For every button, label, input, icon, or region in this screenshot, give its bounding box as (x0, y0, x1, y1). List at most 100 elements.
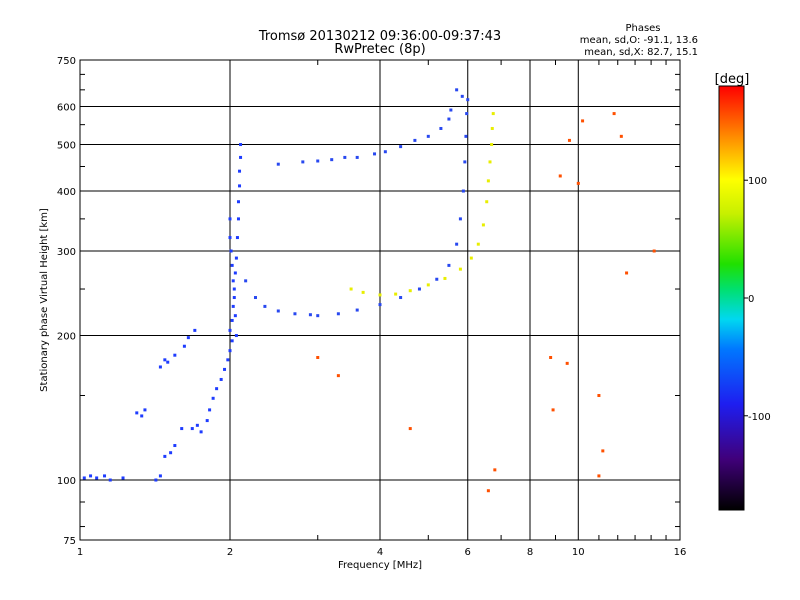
data-point (182, 344, 186, 348)
data-point (652, 249, 656, 253)
data-point (135, 411, 139, 415)
points-layer (82, 88, 656, 493)
data-point (476, 242, 480, 246)
data-point (455, 242, 459, 246)
data-point (180, 427, 184, 431)
data-point (301, 160, 305, 164)
y-tick-label: 200 (57, 332, 76, 343)
data-point (465, 112, 469, 116)
data-point (576, 181, 580, 185)
data-point (316, 355, 320, 359)
data-point (417, 287, 421, 291)
data-point (82, 476, 86, 480)
data-point (108, 478, 112, 482)
data-point (238, 184, 242, 188)
data-point (619, 134, 623, 138)
data-point (355, 155, 359, 159)
data-point (199, 430, 203, 434)
data-point (464, 134, 468, 138)
data-point (140, 414, 144, 418)
y-tick-label: 75 (63, 536, 76, 547)
phases-x-stats: mean, sd,X: 82.7, 15.1 (584, 47, 698, 58)
data-point (234, 334, 238, 338)
colorbar (718, 85, 745, 511)
data-point (343, 155, 347, 159)
data-point (276, 309, 280, 313)
data-point (230, 318, 234, 322)
data-point (233, 314, 237, 318)
data-point (361, 290, 365, 294)
data-point (413, 138, 417, 142)
data-point (158, 474, 162, 478)
data-point (469, 256, 473, 260)
data-point (316, 314, 320, 318)
data-point (463, 160, 467, 164)
data-point (486, 179, 490, 183)
x-tick-label: 1 (77, 547, 83, 558)
data-point (461, 189, 465, 193)
data-point (455, 88, 459, 92)
data-point (143, 408, 147, 412)
chart-title: Tromsø 20130212 09:36:00-09:37:43 (258, 29, 501, 44)
data-point (408, 289, 412, 293)
data-point (336, 374, 340, 378)
data-point (232, 296, 236, 300)
series-sparse-noise-interference (316, 112, 656, 493)
phases-title: Phases (625, 23, 660, 34)
data-point (426, 134, 430, 138)
data-point (394, 292, 398, 296)
data-point (490, 126, 494, 130)
data-point (208, 408, 212, 412)
data-point (597, 474, 601, 478)
data-point (211, 396, 215, 400)
ticks-layer: 1 2 4 6 8 10 16 75 100 200 300 400 500 600 750 (57, 56, 686, 558)
data-point (253, 296, 257, 300)
phases-o-stats: mean, sd,O: -91.1, 13.6 (580, 35, 698, 46)
colorbar-ticks: -100 0 100 (744, 176, 771, 423)
data-point (293, 312, 297, 316)
data-point (190, 427, 194, 431)
data-point (89, 474, 93, 478)
data-point (549, 355, 553, 359)
data-point (173, 353, 177, 357)
x-tick-label: 6 (465, 547, 471, 558)
x-axis-label: Frequency [MHz] (338, 560, 422, 571)
data-point (238, 169, 242, 173)
data-point (330, 158, 334, 162)
data-point (383, 150, 387, 154)
data-point (447, 117, 451, 121)
data-point (195, 423, 199, 427)
data-point (558, 174, 562, 178)
data-point (235, 236, 239, 240)
y-tick-label: 500 (57, 141, 76, 152)
data-point (233, 271, 237, 275)
colorbar-tick-label: 0 (748, 294, 754, 305)
data-point (166, 360, 170, 364)
data-point (491, 112, 495, 116)
data-point (466, 98, 470, 102)
data-point (597, 394, 601, 398)
series-upper-spread-f-echoes (276, 108, 453, 166)
data-point (154, 478, 158, 482)
data-point (230, 339, 234, 343)
data-point (336, 312, 340, 316)
data-point (493, 468, 497, 472)
data-point (612, 112, 616, 116)
data-point (378, 303, 382, 307)
series-low-frequency-e-f1-echoes (82, 328, 234, 482)
colorbar-tick-label: 100 (748, 176, 767, 187)
data-point (103, 474, 107, 478)
x-tick-label: 4 (377, 547, 383, 558)
data-point (231, 304, 235, 308)
colorbar-label: [deg] (715, 72, 750, 87)
data-point (449, 108, 453, 112)
data-point (458, 267, 462, 271)
grid-layer (80, 60, 680, 540)
x-tick-label: 16 (674, 547, 687, 558)
y-tick-label: 100 (57, 476, 76, 487)
data-point (486, 489, 490, 493)
data-point (460, 94, 464, 98)
data-point (349, 287, 353, 291)
data-point (236, 217, 240, 221)
